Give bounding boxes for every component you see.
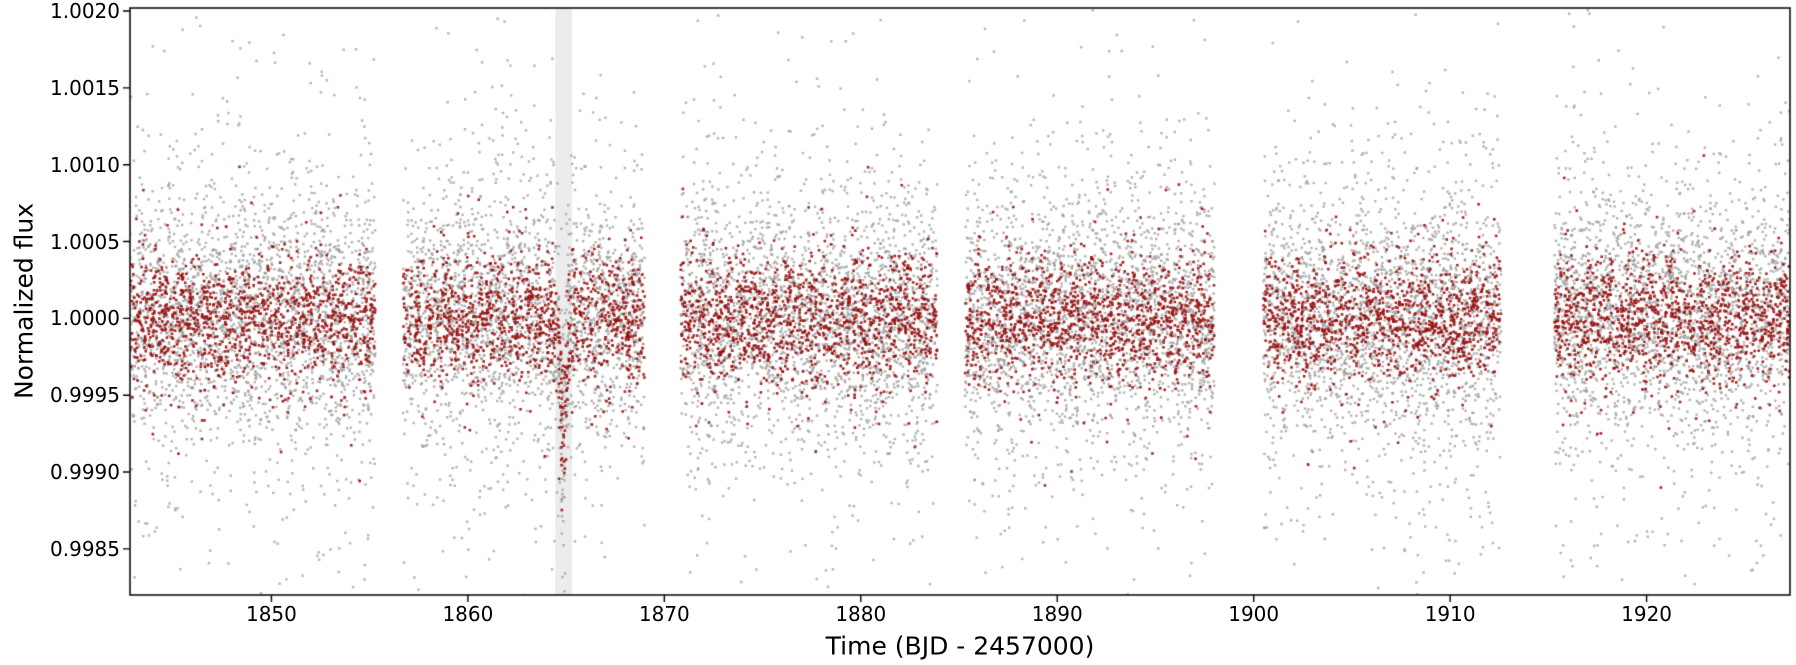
x-axis-label: Time (BJD - 2457000) xyxy=(825,631,1095,661)
y-axis-label: Normalized flux xyxy=(9,202,39,400)
